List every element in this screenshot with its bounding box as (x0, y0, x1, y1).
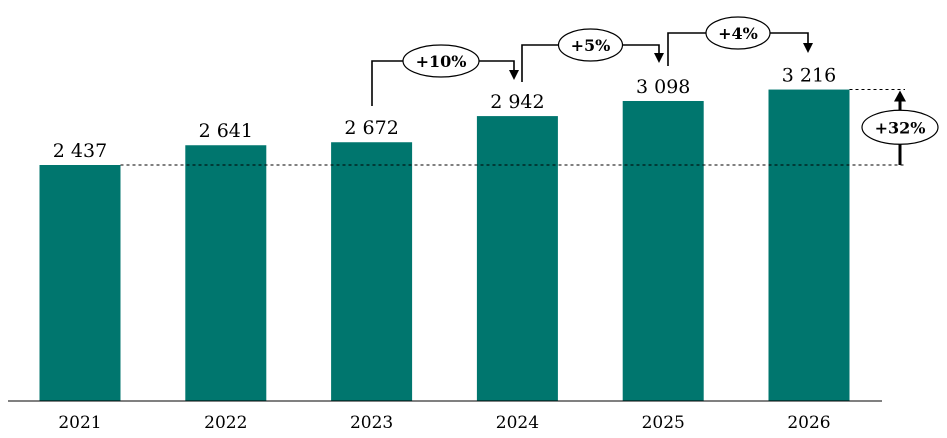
value-label-2025: 3 098 (636, 76, 690, 98)
growth-label-2023-2024: +10% (416, 52, 467, 71)
value-label-2022: 2 641 (199, 120, 253, 142)
growth-oval-2023-2024 (402, 44, 480, 78)
total-change-oval (861, 109, 939, 145)
x-tick-2022: 2022 (204, 413, 247, 433)
bar-2022 (185, 145, 267, 401)
value-label-2026: 3 216 (782, 65, 836, 87)
growth-oval-2024-2025 (557, 28, 624, 62)
x-tick-2026: 2026 (787, 413, 830, 433)
x-tick-2025: 2025 (642, 413, 685, 433)
x-tick-2021: 2021 (58, 413, 101, 433)
growth-label-2024-2025: +5% (571, 36, 611, 55)
bar-2025 (622, 100, 704, 401)
growth-arrowhead-2023-2024 (509, 70, 519, 80)
growth-arrowhead-2025-2026 (803, 43, 813, 53)
bar-2026 (768, 89, 850, 402)
value-label-2021: 2 437 (53, 140, 107, 162)
growth-annotations-group: +10% +5% +4% +32% (120, 16, 939, 166)
bar-2024 (476, 116, 558, 401)
x-tick-2023: 2023 (350, 413, 393, 433)
x-tick-2024: 2024 (496, 413, 539, 433)
growth-arrowhead-2024-2025 (654, 53, 664, 63)
value-label-2024: 2 942 (490, 91, 544, 113)
value-label-2023: 2 672 (344, 117, 398, 139)
bar-2023 (331, 142, 413, 402)
bar-2021 (39, 165, 121, 401)
growth-label-2025-2026: +4% (718, 24, 758, 43)
growth-oval-2025-2026 (705, 16, 771, 50)
bars-group (39, 89, 850, 402)
total-change-arrowhead (894, 90, 906, 102)
value-labels-group: 2 437 2 641 2 672 2 942 3 098 3 216 (53, 65, 836, 162)
total-change-label: +32% (875, 118, 926, 137)
x-tick-labels-group: 2021 2022 2023 2024 2025 2026 (58, 413, 830, 433)
